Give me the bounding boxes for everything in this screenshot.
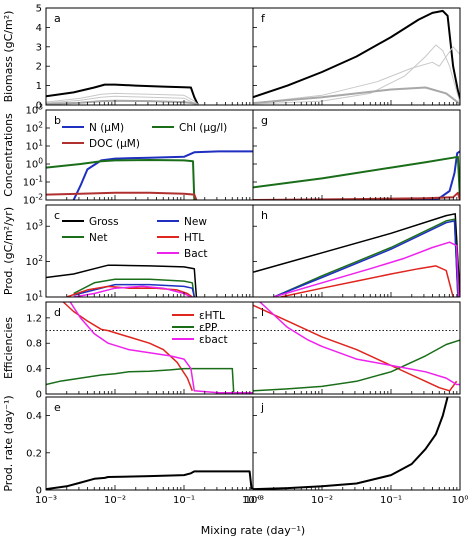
series-line-f-1 (253, 44, 460, 105)
panel-letter-a: a (54, 12, 61, 25)
series-line-c-0 (46, 264, 198, 297)
y-tick-label-b-3: 101 (25, 139, 43, 153)
y-tick-label-e-1: 0.2 (26, 448, 42, 459)
series-line-f-3 (253, 86, 460, 105)
y-tick-label-d-3: 1.2 (26, 313, 42, 324)
series-line-h-4 (273, 241, 460, 297)
panel-letter-j: j (260, 401, 264, 414)
panel-letter-e: e (54, 401, 61, 414)
series-line-d-2 (69, 302, 253, 394)
y-tick-label-c-2: 103 (25, 219, 43, 233)
legend-label-2: εbact (199, 334, 228, 346)
y-tick-label-a-4: 4 (36, 23, 42, 34)
legend-label-2: New (184, 216, 207, 228)
y-axis-label-e: Prod. rate (day⁻¹) (2, 395, 15, 491)
panel-frame-f (252, 7, 461, 106)
y-tick-label-b-4: 102 (25, 121, 43, 135)
y-tick-label-d-0: 0 (36, 390, 42, 401)
series-line-a-0 (46, 83, 199, 105)
panel-frame-i (252, 301, 461, 395)
y-axis-label-c: Prod. (gC/m²/yr) (2, 207, 15, 295)
panel-frame-h (252, 204, 461, 298)
panel-frame-a (45, 7, 254, 106)
legend-label-2: DOC (µM) (89, 138, 140, 150)
series-line-b-0 (72, 150, 253, 200)
x-tick-label-0-1: 10⁻² (104, 495, 126, 506)
panel-letter-i: i (261, 306, 264, 319)
x-tick-label-1-2: 10⁻¹ (380, 495, 402, 506)
legend-label-1: Chl (µg/l) (179, 122, 227, 134)
x-tick-label-1-0: 10⁻³ (242, 495, 264, 506)
series-line-c-1 (73, 278, 196, 297)
legend-label-1: Net (89, 232, 107, 244)
panel-letter-c: c (54, 209, 60, 222)
y-tick-label-a-2: 2 (36, 62, 42, 73)
y-tick-label-a-3: 3 (36, 42, 42, 53)
series-line-g-0 (253, 150, 460, 200)
series-line-h-2 (273, 220, 459, 297)
y-tick-label-b-2: 100 (25, 157, 43, 171)
series-line-g-2 (253, 191, 460, 200)
x-tick-label-0-3: 10⁰ (245, 495, 262, 506)
series-line-c-3 (66, 285, 193, 297)
y-tick-label-d-2: 0.8 (26, 339, 42, 350)
y-tick-label-b-0: 10-2 (23, 193, 43, 207)
series-line-b-2 (46, 191, 198, 200)
series-line-h-0 (253, 213, 460, 297)
y-axis-label-a: Biomass (gC/m²) (2, 11, 15, 103)
legend-label-0: N (µM) (89, 122, 124, 134)
y-axis-label-d: Efficiencies (2, 317, 15, 379)
series-line-d-1 (46, 367, 235, 393)
series-line-a-1 (46, 92, 199, 105)
series-line-a-3 (46, 99, 199, 105)
series-line-g-1 (253, 155, 460, 200)
legend-label-3: HTL (184, 232, 204, 244)
series-line-f-0 (253, 9, 460, 102)
series-line-e-0 (46, 470, 253, 490)
series-line-i-0 (253, 304, 458, 392)
panel-frame-j (252, 396, 461, 491)
series-line-d-0 (62, 302, 193, 392)
y-tick-label-e-2: 0.4 (26, 411, 42, 422)
y-tick-label-b-1: 10-1 (23, 175, 43, 189)
panel-frame-c (45, 204, 254, 298)
y-tick-label-d-1: 0.4 (26, 364, 42, 375)
y-tick-label-c-1: 102 (25, 254, 43, 268)
y-axis-label-b: Concentrations (2, 113, 15, 197)
panel-letter-b: b (54, 114, 61, 127)
series-line-j-0 (253, 397, 449, 490)
legend-label-0: εHTL (199, 310, 225, 322)
y-tick-label-c-0: 101 (25, 290, 43, 304)
panel-frame-g (252, 109, 461, 201)
panel-letter-g: g (261, 114, 268, 127)
x-axis-label: Mixing rate (day⁻¹) (201, 524, 305, 537)
series-line-c-2 (73, 283, 196, 297)
series-line-i-2 (259, 302, 460, 386)
legend-label-1: εPP (199, 322, 217, 334)
legend-label-4: Bact (184, 248, 208, 260)
series-line-f-2 (253, 46, 460, 104)
panel-letter-h: h (261, 209, 268, 222)
series-line-h-3 (280, 265, 454, 297)
panel-letter-d: d (54, 306, 61, 319)
x-tick-label-0-2: 10⁻¹ (173, 495, 195, 506)
y-tick-label-b-5: 103 (25, 103, 43, 117)
x-tick-label-1-1: 10⁻² (311, 495, 333, 506)
y-tick-label-a-5: 5 (36, 4, 42, 15)
y-tick-label-a-0: 0 (36, 101, 42, 112)
x-tick-label-0-0: 10⁻³ (35, 495, 57, 506)
x-tick-label-1-3: 10⁰ (452, 495, 469, 506)
legend-label-0: Gross (89, 216, 119, 228)
y-tick-label-e-0: 0 (36, 486, 42, 497)
series-line-b-1 (46, 159, 196, 200)
panel-letter-f: f (261, 12, 266, 25)
series-line-i-1 (253, 339, 460, 392)
y-tick-label-a-1: 1 (36, 81, 42, 92)
